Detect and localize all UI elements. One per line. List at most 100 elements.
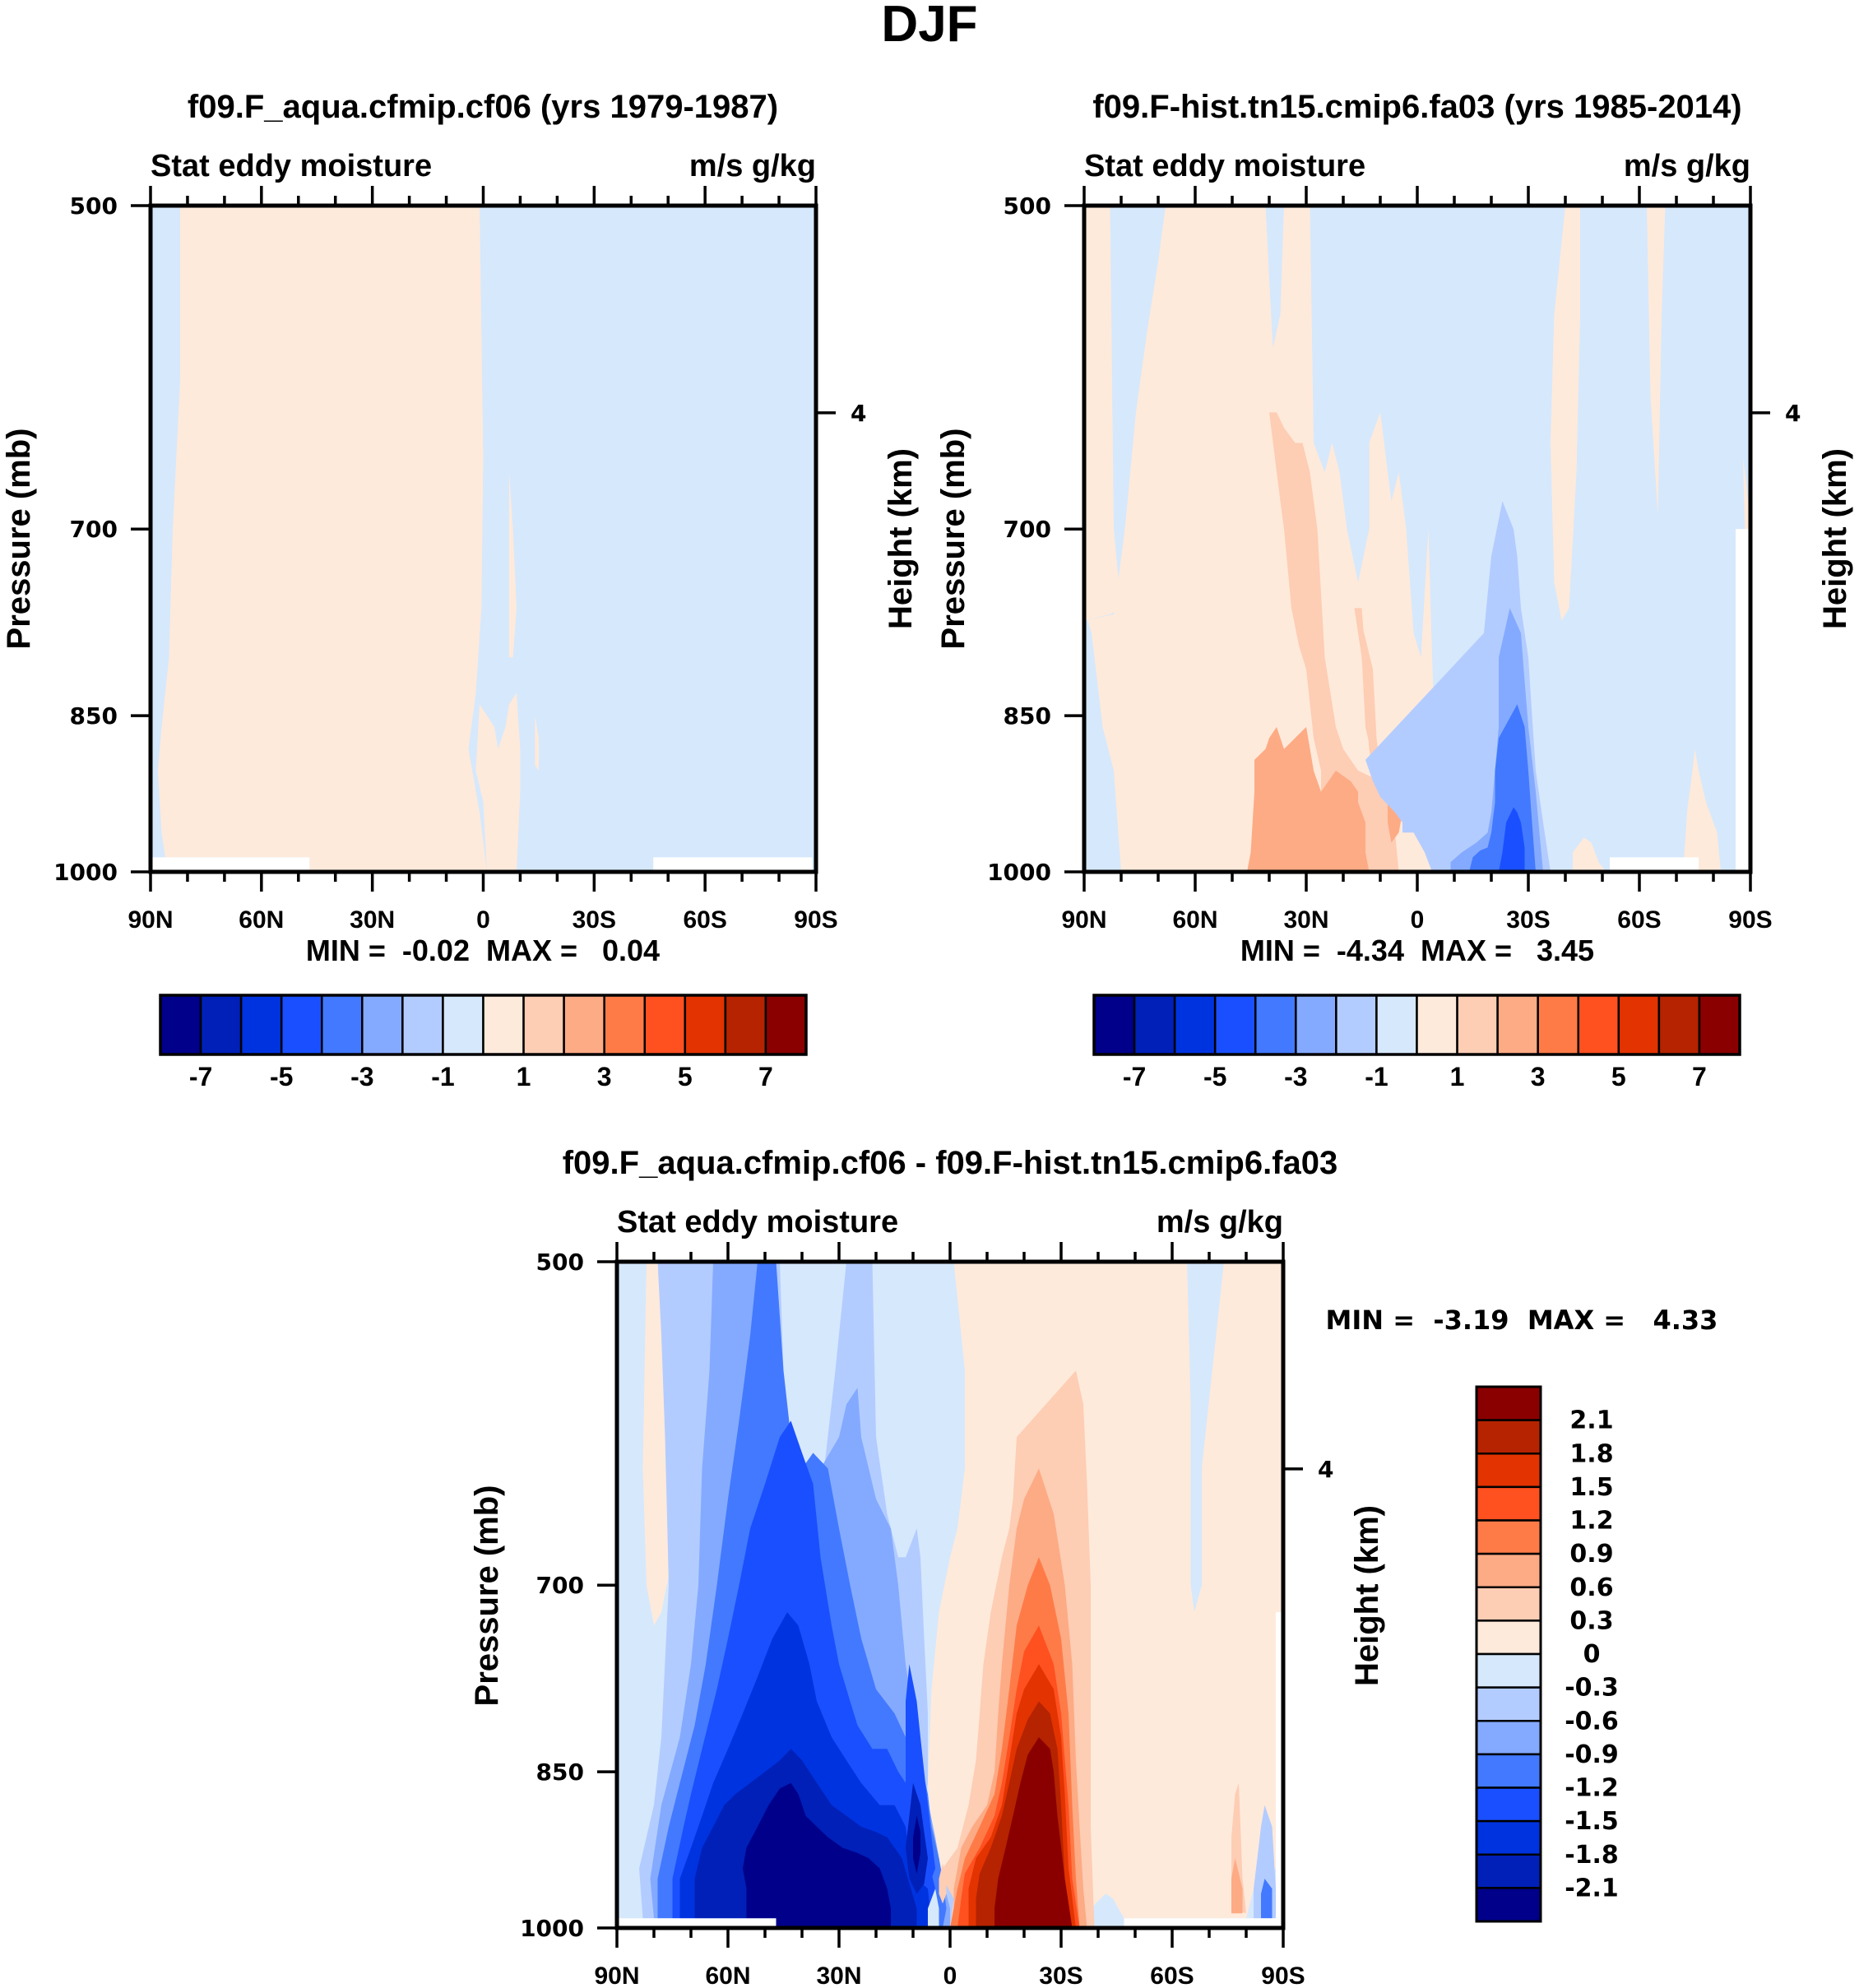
contour-region-level-8: [158, 206, 487, 872]
contour-region-level-8: [1573, 837, 1606, 872]
panel-units-label: m/s g/kg: [689, 149, 816, 183]
contour-layers: [617, 1262, 1283, 1928]
y-axis-label: Pressure (mb): [1, 429, 37, 650]
colorbar-swatch: [1133, 994, 1176, 1056]
colorbar-swatch: [1577, 994, 1620, 1056]
y-tick-label: 1000: [987, 859, 1051, 886]
colorbar-label: 5: [678, 1062, 693, 1091]
contour-region-level-3: [1499, 807, 1525, 872]
panel-units-label: m/s g/kg: [1157, 1205, 1283, 1240]
x-tick-label: 90N: [1061, 906, 1106, 934]
colorbar-label: 7: [758, 1062, 773, 1091]
panel-units-label: m/s g/kg: [1624, 149, 1750, 183]
colorbar-swatch: [1416, 994, 1458, 1056]
colorbar-label: 1: [1450, 1062, 1465, 1091]
colorbar: -7 -5 -3 -1 1 3 5 7: [159, 994, 808, 1091]
missing-data-region: [617, 1918, 777, 1928]
panel-title: f09.F_aqua.cfmip.cf06 (yrs 1979-1987): [188, 89, 778, 125]
colorbar-label: 0: [1583, 1640, 1601, 1669]
colorbar-label: 0.6: [1569, 1573, 1613, 1602]
plot-axes: 90N 60N 30N 0 30S 60S 90S 500 700 850 1000 4: [520, 1242, 1333, 1988]
y-tick-label: 700: [70, 516, 118, 543]
missing-data-region: [1276, 1612, 1283, 1928]
colorbar-frame: [1475, 1385, 1542, 1923]
colorbar-swatch: [1475, 1720, 1542, 1756]
colorbar-swatch: [280, 994, 323, 1056]
x-tick-label: 30N: [350, 906, 395, 934]
contour-region-level-10: [1247, 726, 1370, 872]
colorbar-label: 1.2: [1569, 1507, 1613, 1536]
contour-field: [151, 206, 816, 872]
colorbar-swatch: [1335, 994, 1378, 1056]
plot-axes: 90N 60N 30N 0 30S 60S 90S 500 700 850 1000 4: [53, 186, 866, 934]
plot-axes: 90N 60N 30N 0 30S 60S 90S 500 700 850 1000 4: [987, 186, 1801, 934]
colorbar-label: 3: [597, 1062, 612, 1091]
colorbar-label: -3: [350, 1062, 373, 1091]
y-tick-label: 700: [536, 1572, 584, 1599]
colorbar-swatch: [1475, 1753, 1542, 1789]
contour-field: [617, 1262, 1283, 1928]
colorbar-swatch: [764, 994, 808, 1056]
colorbar-swatch: [239, 994, 283, 1056]
colorbar-label: 5: [1611, 1062, 1626, 1091]
contour-region-level-8: [535, 716, 539, 771]
colorbar-label: 3: [1531, 1062, 1546, 1091]
x-tick-label: 60N: [1172, 906, 1217, 934]
stats-label: MIN = -0.02 MAX = 0.04: [306, 934, 660, 967]
missing-data-region: [1736, 529, 1750, 872]
colorbar-label: -1.5: [1565, 1807, 1619, 1836]
colorbar-swatch: [1475, 1552, 1542, 1588]
x-tick-label: 90S: [794, 906, 837, 934]
colorbar-swatch: [522, 994, 565, 1056]
colorbar-label: -7: [189, 1062, 212, 1091]
colorbar-swatch: [1173, 994, 1217, 1056]
x-tick-label: 60S: [1617, 906, 1661, 934]
contour-region-level-8: [1084, 206, 1121, 621]
x-tick-label: 60N: [239, 906, 284, 934]
y2-axis-label: Height (km): [883, 448, 919, 629]
colorbar-swatch: [563, 994, 605, 1056]
y-tick-label: 1000: [53, 859, 118, 886]
colorbar-swatch: [401, 994, 444, 1056]
colorbar-label: -3: [1284, 1062, 1307, 1091]
figure-title: DJF: [881, 0, 977, 53]
colorbar-swatch: [1475, 1419, 1542, 1455]
y-tick-label: 700: [1004, 516, 1051, 543]
contour-region-level-8: [1647, 206, 1666, 516]
colorbar-swatch: [1698, 994, 1741, 1056]
panel-diff: f09.F_aqua.cfmip.cf06 - f09.F-hist.tn15.…: [469, 1145, 1718, 1988]
x-tick-label: 0: [943, 1963, 957, 1988]
y2-axis-label: Height (km): [1349, 1505, 1385, 1686]
x-tick-label: 30N: [816, 1963, 861, 1988]
panel-title: f09.F_aqua.cfmip.cf06 - f09.F-hist.tn15.…: [563, 1145, 1338, 1181]
colorbar-swatch: [1254, 994, 1297, 1056]
contour-region-level-8: [1084, 206, 1439, 872]
colorbar-swatch: [1475, 1586, 1542, 1622]
colorbar-swatch: [1537, 994, 1579, 1056]
colorbar-swatch: [1475, 1453, 1542, 1489]
contour-region-level-0: [743, 1782, 891, 1928]
colorbar-label: 7: [1692, 1062, 1707, 1091]
y-tick-label: 1000: [520, 1915, 584, 1942]
colorbar-label: 1: [517, 1062, 531, 1091]
colorbar-label: -0.9: [1565, 1740, 1619, 1769]
colorbar-swatch: [1657, 994, 1701, 1056]
contour-region-level-9: [1269, 412, 1388, 872]
contour-region-level-0: [913, 1815, 920, 1874]
x-tick-label: 90S: [1261, 1963, 1305, 1988]
x-tick-label: 60S: [683, 906, 726, 934]
colorbar-swatch: [199, 994, 243, 1056]
colorbar-label: 0.9: [1569, 1540, 1613, 1569]
y2-tick-label: 4: [851, 400, 866, 427]
colorbar-swatch: [1295, 994, 1337, 1056]
colorbar-swatch: [1213, 994, 1257, 1056]
colorbar-swatch: [1475, 1686, 1542, 1722]
contour-region-level-9: [1358, 608, 1399, 872]
colorbar-label: -1: [1365, 1062, 1388, 1091]
colorbar-swatch: [724, 994, 767, 1056]
colorbar-swatch: [1475, 1652, 1542, 1689]
panel-left-label: Stat eddy moisture: [617, 1205, 898, 1240]
x-tick-label: 30N: [1283, 906, 1328, 934]
colorbar-frame: [159, 994, 808, 1056]
colorbar-swatch: [1475, 1786, 1542, 1823]
